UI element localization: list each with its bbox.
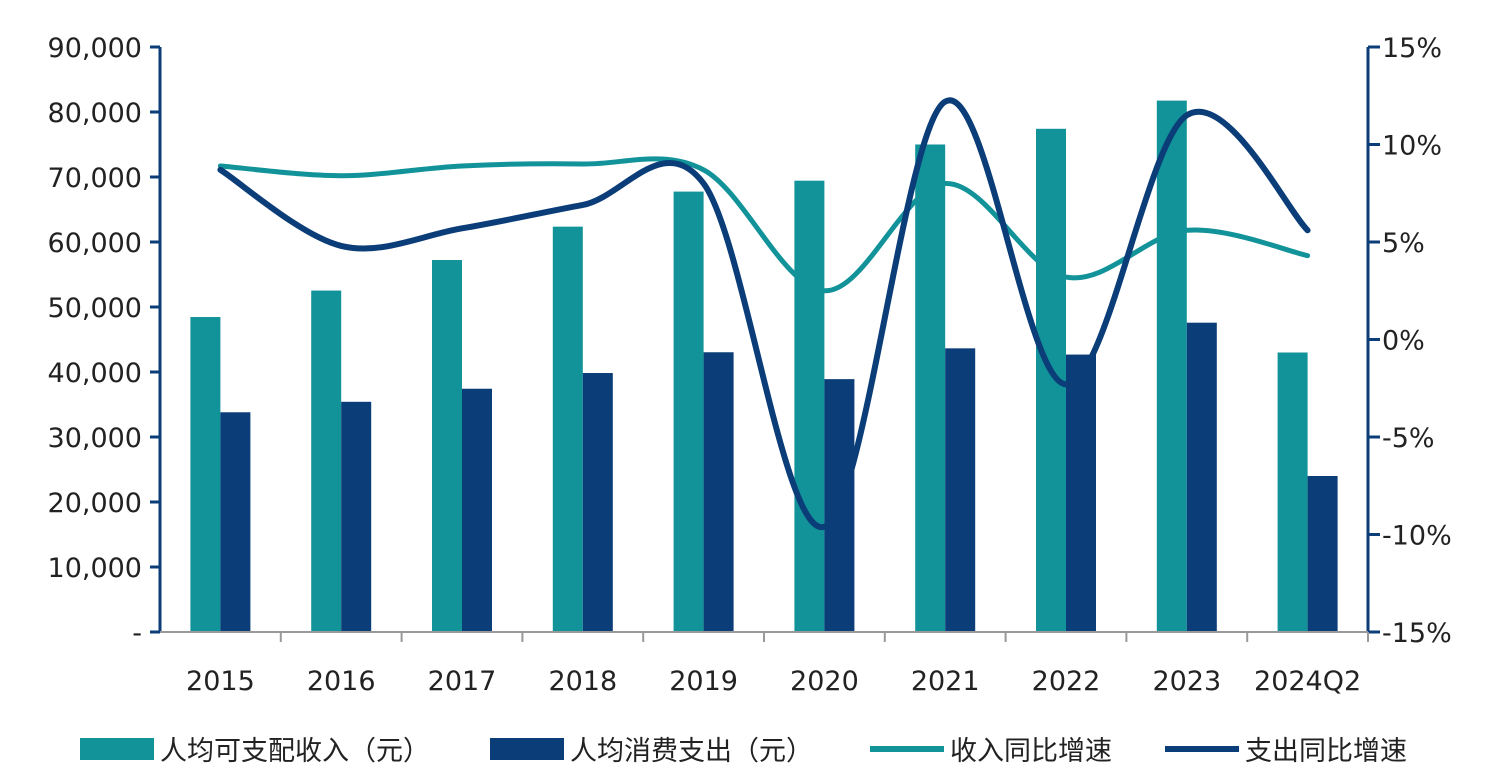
left-tick-label: 10,000 bbox=[48, 553, 142, 584]
legend-item: 支出同比增速 bbox=[1165, 736, 1407, 767]
legend-label: 收入同比增速 bbox=[950, 736, 1112, 767]
x-tick-label: 2015 bbox=[186, 666, 255, 697]
right-tick-label: -5% bbox=[1382, 423, 1435, 454]
bar-income-2024Q2 bbox=[1278, 353, 1308, 633]
right-tick-label: 10% bbox=[1382, 131, 1442, 162]
bar-income-2018 bbox=[553, 227, 583, 632]
left-tick-label: 90,000 bbox=[48, 33, 142, 64]
bar-expenditure-2018 bbox=[583, 373, 613, 632]
legend-item: 收入同比增速 bbox=[870, 736, 1112, 767]
bar-expenditure-2024Q2 bbox=[1308, 476, 1338, 632]
x-tick-label: 2024Q2 bbox=[1254, 666, 1361, 697]
bar-income-2016 bbox=[311, 291, 341, 632]
bar-income-2019 bbox=[674, 192, 704, 632]
legend-label: 人均消费支出（元） bbox=[570, 736, 813, 767]
bar-income-2021 bbox=[915, 144, 945, 632]
bar-income-2015 bbox=[190, 317, 220, 632]
legend-swatch bbox=[490, 738, 564, 760]
legend-item: 人均消费支出（元） bbox=[490, 736, 813, 767]
right-tick-label: 0% bbox=[1382, 326, 1425, 357]
left-tick-label: 50,000 bbox=[48, 293, 142, 324]
right-tick-label: -15% bbox=[1382, 618, 1452, 649]
x-tick-label: 2016 bbox=[307, 666, 376, 697]
left-tick-label: 70,000 bbox=[48, 163, 142, 194]
bar-expenditure-2023 bbox=[1187, 323, 1217, 632]
bar-expenditure-2019 bbox=[704, 352, 734, 632]
x-tick-label: 2019 bbox=[669, 666, 738, 697]
bar-expenditure-2021 bbox=[945, 348, 975, 632]
legend-item: 人均可支配收入（元） bbox=[80, 736, 430, 767]
x-tick-label: 2021 bbox=[911, 666, 980, 697]
legend-label: 支出同比增速 bbox=[1245, 736, 1407, 767]
bar-expenditure-2015 bbox=[220, 412, 250, 632]
income-growth-line bbox=[220, 159, 1307, 291]
bar-income-2023 bbox=[1157, 101, 1187, 632]
bar-expenditure-2017 bbox=[462, 389, 492, 632]
left-tick-label: 80,000 bbox=[48, 98, 142, 129]
left-tick-label: 30,000 bbox=[48, 423, 142, 454]
x-tick-label: 2023 bbox=[1152, 666, 1221, 697]
bar-expenditure-2016 bbox=[341, 402, 371, 632]
left-tick-label: - bbox=[132, 618, 142, 649]
bar-income-2020 bbox=[794, 181, 824, 632]
bar-income-2017 bbox=[432, 260, 462, 632]
legend-label: 人均可支配收入（元） bbox=[160, 736, 430, 767]
left-tick-label: 60,000 bbox=[48, 228, 142, 259]
x-tick-label: 2017 bbox=[428, 666, 497, 697]
right-tick-label: 5% bbox=[1382, 228, 1425, 259]
left-tick-label: 40,000 bbox=[48, 358, 142, 389]
bar-expenditure-2022 bbox=[1066, 355, 1096, 632]
legend-swatch bbox=[80, 738, 154, 760]
expenditure-growth-line bbox=[220, 100, 1307, 527]
right-tick-label: -10% bbox=[1382, 521, 1452, 552]
x-tick-label: 2022 bbox=[1032, 666, 1101, 697]
x-tick-label: 2018 bbox=[548, 666, 617, 697]
left-tick-label: 20,000 bbox=[48, 488, 142, 519]
right-tick-label: 15% bbox=[1382, 33, 1442, 64]
x-tick-label: 2020 bbox=[790, 666, 859, 697]
